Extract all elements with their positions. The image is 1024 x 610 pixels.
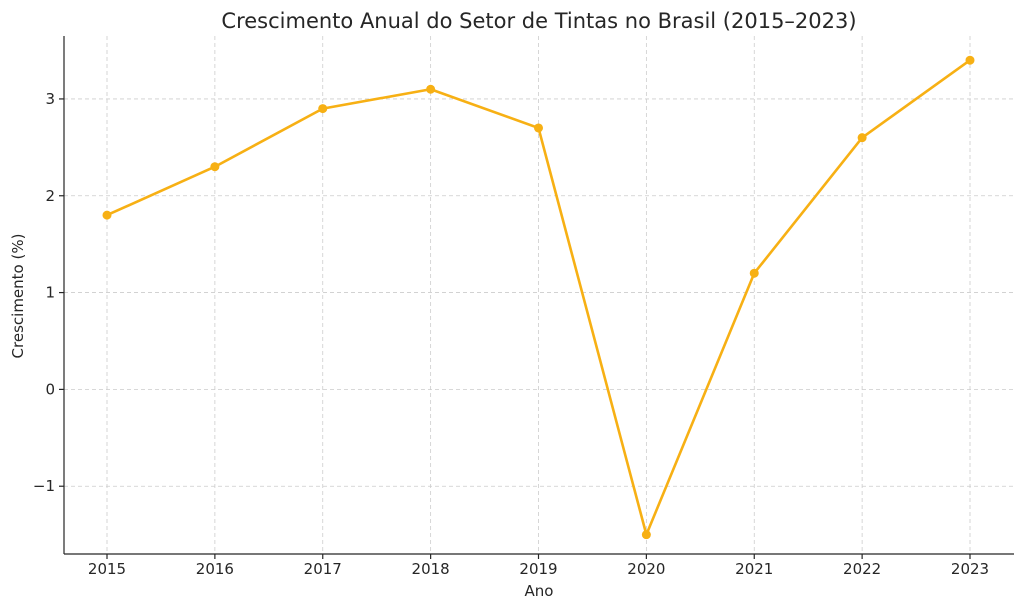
x-tick-label: 2015 bbox=[88, 560, 126, 578]
data-point bbox=[426, 84, 436, 94]
chart-title: Crescimento Anual do Setor de Tintas no … bbox=[221, 9, 856, 33]
x-tick-label: 2018 bbox=[412, 560, 450, 578]
x-tick-label: 2016 bbox=[196, 560, 234, 578]
axis-ticks: 2015 2016 2017 2018 2019 2020 2021 2022 2023 −1 0 1… bbox=[33, 90, 989, 578]
grid-lines bbox=[64, 36, 1014, 554]
x-tick-label: 2017 bbox=[304, 560, 342, 578]
y-tick-label: 0 bbox=[45, 380, 55, 398]
data-point bbox=[102, 210, 112, 220]
data-point bbox=[318, 104, 328, 114]
data-point bbox=[965, 55, 975, 65]
y-tick-label: 3 bbox=[45, 90, 55, 108]
x-tick-label: 2023 bbox=[951, 560, 989, 578]
y-axis-label: Crescimento (%) bbox=[9, 234, 27, 359]
x-tick-label: 2021 bbox=[735, 560, 773, 578]
data-point bbox=[534, 123, 543, 133]
x-tick-label: 2020 bbox=[627, 560, 665, 578]
x-tick-label: 2022 bbox=[843, 560, 881, 578]
axes-spines bbox=[63, 36, 1014, 555]
data-point bbox=[641, 530, 651, 540]
data-point bbox=[210, 162, 220, 172]
data-point bbox=[749, 268, 759, 278]
x-tick-label: 2019 bbox=[519, 560, 557, 578]
y-tick-label: 2 bbox=[45, 187, 55, 205]
y-tick-label: 1 bbox=[45, 284, 55, 302]
data-point bbox=[857, 133, 867, 143]
series-layer bbox=[102, 55, 975, 540]
x-axis-label: Ano bbox=[525, 582, 554, 600]
y-tick-label: −1 bbox=[33, 477, 55, 495]
